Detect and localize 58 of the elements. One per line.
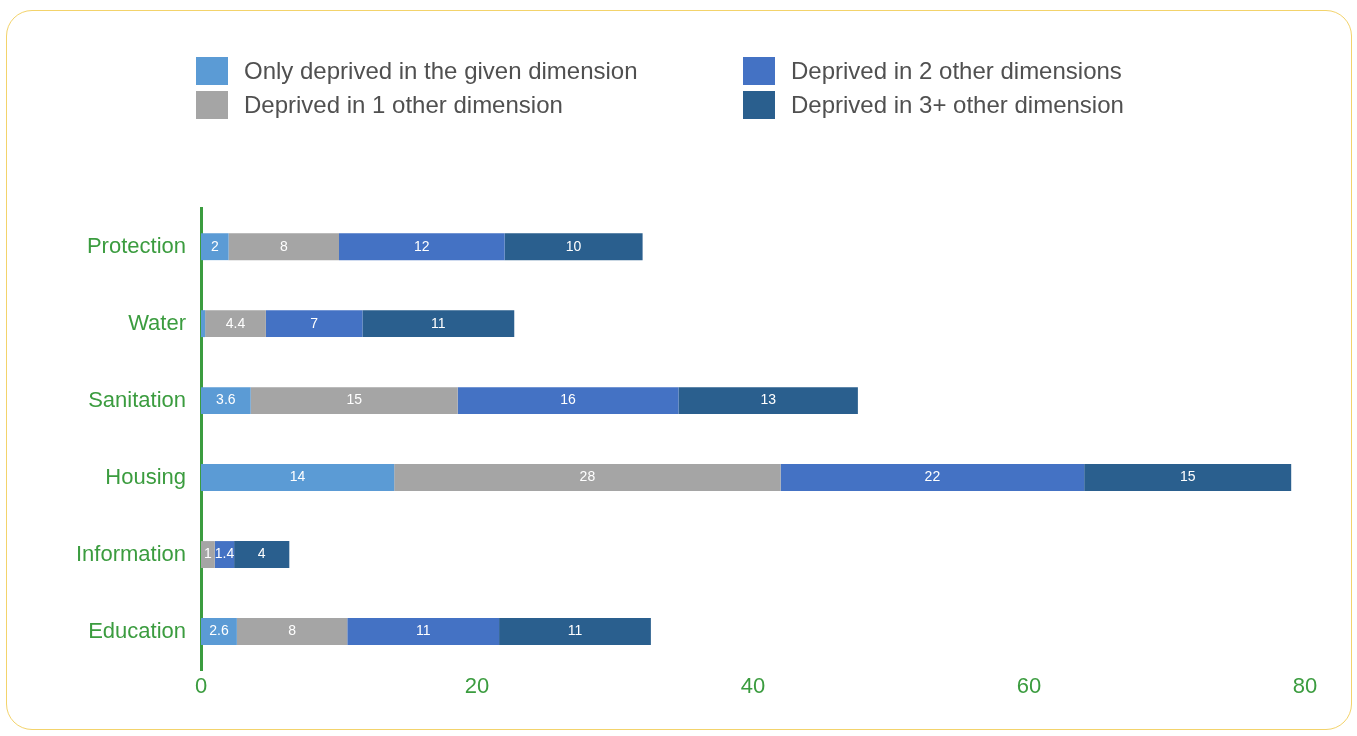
bar	[201, 541, 215, 569]
data-label: 1	[204, 545, 212, 562]
x-tick-label: 60	[1016, 673, 1042, 699]
bar	[347, 618, 500, 645]
bar	[394, 464, 781, 492]
y-tick-label: Housing	[105, 463, 186, 489]
data-label: 8	[288, 622, 297, 639]
data-label: 16	[560, 391, 577, 408]
bar	[205, 310, 266, 338]
x-tick-label: 0	[194, 673, 208, 699]
y-tick-label: Water	[128, 309, 186, 335]
bar	[201, 233, 229, 261]
legend-label: Deprived in 2 other dimensions	[791, 57, 1122, 85]
data-label: 11	[431, 314, 446, 331]
data-label: 13	[760, 391, 777, 408]
data-label: 11	[567, 622, 583, 639]
x-tick-label: 80	[1292, 673, 1318, 699]
bar	[499, 618, 651, 645]
y-tick-label: Information	[75, 540, 186, 566]
y-tick-label: Sanitation	[88, 386, 186, 412]
legend-label: Only deprived in the given dimension	[244, 57, 638, 85]
data-label: 14	[289, 468, 306, 485]
data-label: 28	[579, 468, 596, 485]
bar	[234, 541, 290, 569]
data-label: 2	[210, 237, 219, 254]
bar	[780, 464, 1085, 492]
data-label: 12	[414, 237, 430, 254]
y-tick-label: Protection	[86, 232, 186, 258]
bar	[228, 233, 339, 261]
data-label: 4	[257, 545, 266, 562]
bar	[265, 310, 363, 338]
bar	[457, 387, 679, 415]
data-label: 22	[924, 468, 941, 485]
data-label: 3.6	[216, 391, 236, 408]
bar	[678, 387, 858, 415]
data-label: 10	[565, 237, 582, 254]
bar	[201, 310, 206, 338]
data-label: 4.4	[225, 314, 246, 331]
bar	[250, 387, 458, 415]
bar	[1084, 464, 1292, 492]
data-label: 15	[1179, 468, 1196, 485]
data-label: 8	[279, 237, 288, 254]
bar	[201, 387, 251, 415]
bar	[504, 233, 643, 261]
bar	[362, 310, 515, 338]
data-label: 1.4	[214, 545, 235, 562]
y-tick-label: Education	[88, 617, 186, 643]
bar	[339, 233, 505, 261]
legend-label: Deprived in 1 other dimension	[244, 91, 563, 119]
data-label: 2.6	[209, 622, 229, 639]
data-label: 11	[415, 622, 431, 639]
data-label: 7	[310, 314, 319, 331]
legend-label: Deprived in 3+ other dimension	[791, 91, 1124, 119]
x-tick-label: 20	[464, 673, 490, 699]
x-tick-label: 40	[740, 673, 766, 699]
data-label: 15	[346, 391, 363, 408]
bar	[201, 464, 395, 492]
bar	[236, 618, 348, 645]
